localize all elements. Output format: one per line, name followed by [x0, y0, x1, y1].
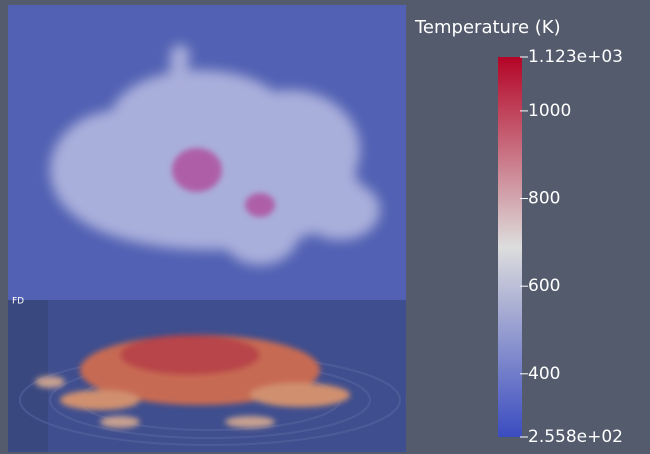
- tick-label: 400: [528, 364, 560, 384]
- annotation: FD: [12, 297, 24, 307]
- page: {"chart_data": {"type": "colorbar", "tit…: [0, 0, 650, 454]
- tick-label: 600: [528, 276, 560, 296]
- render-upper: [8, 5, 406, 300]
- tick-label: 800: [528, 189, 560, 209]
- colorbar-gradient: [498, 57, 522, 437]
- render-lower: [8, 300, 406, 452]
- tick-label: 1000: [528, 101, 571, 121]
- tick-label: 2.558e+02: [528, 427, 623, 447]
- colorbar-title: Temperature (K): [414, 17, 561, 38]
- viewport: FD Temperature (K) 2.558e+02 400 600 800 100…: [0, 0, 650, 454]
- tick-label: 1.123e+03: [528, 47, 623, 67]
